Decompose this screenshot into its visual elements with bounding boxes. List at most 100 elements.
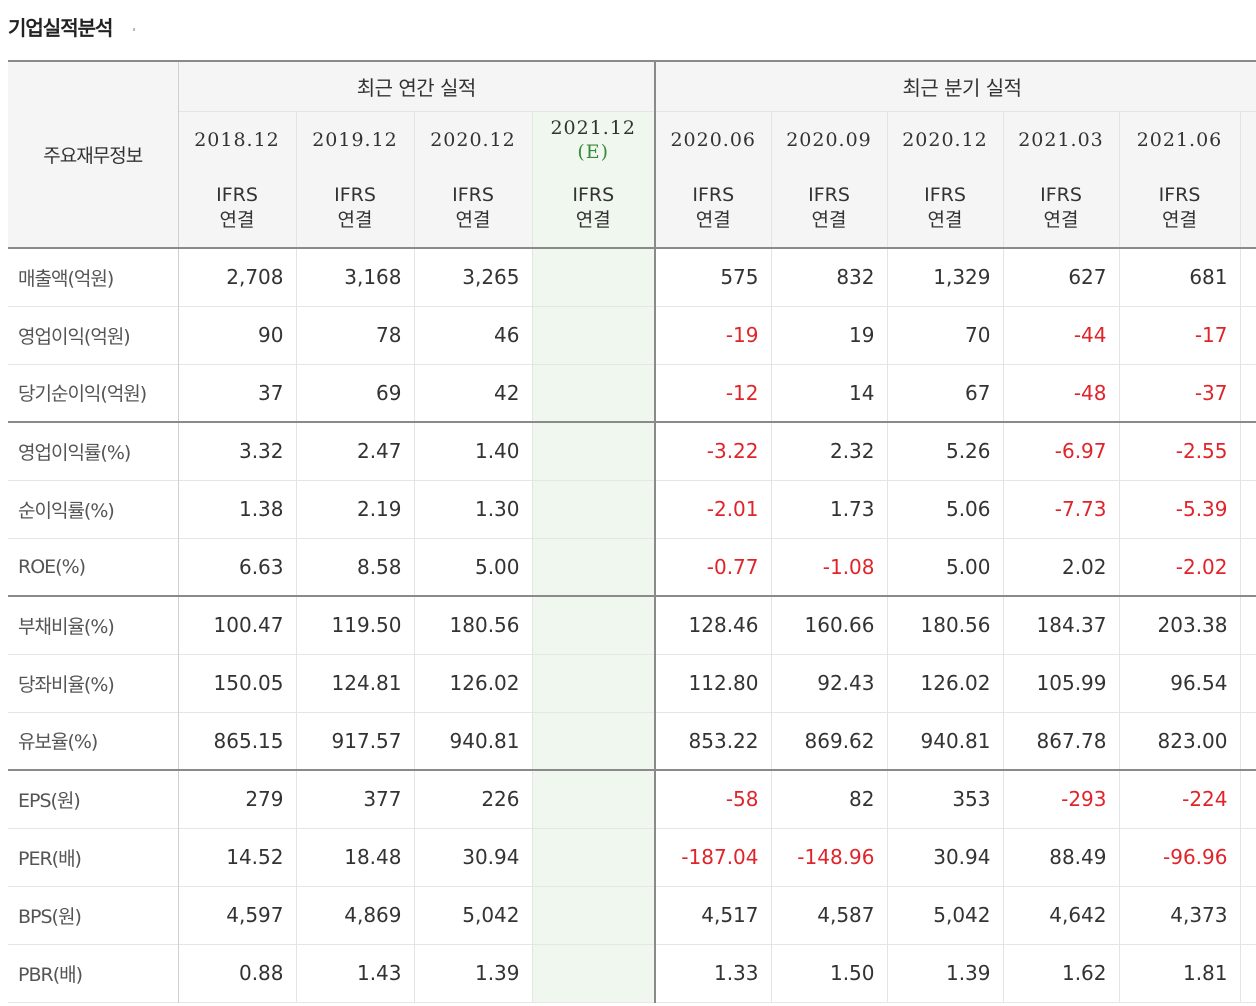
- quarter-value-cell: -0.77: [654, 538, 772, 596]
- quarter-value-cell: 5.00: [887, 538, 1004, 596]
- row-label: 영업이익(억원): [8, 306, 179, 364]
- consolidated-label: 연결: [811, 208, 847, 231]
- table-row: BPS(원) 4,597 4,869 5,042 4,517 4,587 5,042 4,64…: [8, 886, 1256, 944]
- table-row: 당좌비율(%) 150.05 124.81 126.02 112.80 92.43 126.…: [8, 654, 1256, 712]
- annual-value-cell: 180.56: [414, 596, 533, 654]
- annual-value-cell: 5,042: [414, 886, 533, 944]
- row-filler: [1240, 886, 1256, 944]
- annual-value-cell: 8.58: [296, 538, 415, 596]
- quarter-value-cell: -3.22: [654, 422, 772, 480]
- annual-group-header: 최근 연간 실적: [178, 61, 655, 112]
- consolidated-label: 연결: [695, 208, 731, 231]
- ifrs-label: IFRS: [692, 183, 735, 206]
- quarter-value-cell: 5.26: [887, 422, 1004, 480]
- annual-value-cell: 1.43: [296, 944, 415, 1002]
- quarter-value-cell: 1.33: [654, 944, 772, 1002]
- row-filler: [1240, 248, 1256, 306]
- section-title: 기업실적분석: [8, 16, 113, 40]
- annual-value-cell: 150.05: [178, 654, 297, 712]
- ifrs-label: IFRS: [572, 183, 615, 206]
- annual-value-cell: [532, 886, 656, 944]
- quarter-value-cell: 1,329: [887, 248, 1004, 306]
- quarter-value-cell: -293: [1003, 770, 1120, 828]
- quarter-value-cell: 1.73: [771, 480, 888, 538]
- annual-value-cell: [532, 364, 656, 422]
- period-header: 2020.06: [654, 111, 772, 168]
- quarter-value-cell: 30.94: [887, 828, 1004, 886]
- ifrs-basis-header: IFRS 연결: [1003, 168, 1120, 249]
- annual-value-cell: 3.32: [178, 422, 297, 480]
- quarter-value-cell: 823.00: [1119, 712, 1241, 770]
- table-row: 유보율(%) 865.15 917.57 940.81 853.22 869.62 940.…: [8, 712, 1256, 770]
- quarter-value-cell: -2.01: [654, 480, 772, 538]
- ifrs-basis-header: IFRS 연결: [1119, 168, 1241, 249]
- quarter-value-cell: 575: [654, 248, 772, 306]
- quarter-value-cell: 67: [887, 364, 1004, 422]
- quarter-value-cell: 1.50: [771, 944, 888, 1002]
- annual-value-cell: 69: [296, 364, 415, 422]
- row-filler: [1240, 364, 1256, 422]
- annual-value-cell: 5.00: [414, 538, 533, 596]
- row-label: PER(배): [8, 828, 179, 886]
- annual-value-cell: 3,168: [296, 248, 415, 306]
- quarter-value-cell: 88.49: [1003, 828, 1120, 886]
- annual-value-cell: 377: [296, 770, 415, 828]
- annual-value-cell: [532, 480, 656, 538]
- quarter-value-cell: 1.62: [1003, 944, 1120, 1002]
- quarter-value-cell: -187.04: [654, 828, 772, 886]
- quarter-value-cell: 70: [887, 306, 1004, 364]
- quarter-value-cell: 1.81: [1119, 944, 1241, 1002]
- row-filler: [1240, 480, 1256, 538]
- annual-value-cell: [532, 770, 656, 828]
- period-label: 2021.12: [550, 116, 637, 139]
- ifrs-basis-header: IFRS 연결: [654, 168, 772, 249]
- annual-value-cell: 126.02: [414, 654, 533, 712]
- ifrs-label: IFRS: [216, 183, 258, 206]
- consolidated-label: 연결: [219, 208, 255, 231]
- annual-value-cell: 2.47: [296, 422, 415, 480]
- quarter-value-cell: 14: [771, 364, 888, 422]
- row-filler: [1240, 596, 1256, 654]
- row-filler: [1240, 712, 1256, 770]
- annual-value-cell: 1.30: [414, 480, 533, 538]
- quarter-value-cell: 112.80: [654, 654, 772, 712]
- row-label: BPS(원): [8, 886, 179, 944]
- annual-value-cell: [532, 828, 656, 886]
- quarter-value-cell: 832: [771, 248, 888, 306]
- period-header: 2021.03: [1003, 111, 1120, 168]
- consolidated-label: 연결: [575, 208, 611, 231]
- ifrs-basis-header: IFRS 연결: [887, 168, 1004, 249]
- quarter-value-cell: 19: [771, 306, 888, 364]
- period-header: 2018.12: [178, 111, 297, 168]
- quarter-value-cell: -2.55: [1119, 422, 1241, 480]
- period-header: 2020.12: [887, 111, 1004, 168]
- ifrs-basis-header: IFRS 연결: [296, 168, 415, 249]
- row-label: 순이익률(%): [8, 480, 179, 538]
- table-row: 영업이익(억원) 90 78 46 -19 19 70 -44 -17: [8, 306, 1256, 364]
- row-label: 매출액(억원): [8, 248, 179, 306]
- quarter-value-cell: -7.73: [1003, 480, 1120, 538]
- row-filler: [1240, 654, 1256, 712]
- annual-value-cell: [532, 596, 656, 654]
- annual-value-cell: 1.39: [414, 944, 533, 1002]
- quarter-value-cell: 2.32: [771, 422, 888, 480]
- quarter-value-cell: 203.38: [1119, 596, 1241, 654]
- row-label: 부채비율(%): [8, 596, 179, 654]
- annual-value-cell: 865.15: [178, 712, 297, 770]
- annual-value-cell: 940.81: [414, 712, 533, 770]
- quarter-value-cell: -19: [654, 306, 772, 364]
- row-label: 영업이익률(%): [8, 422, 179, 480]
- annual-value-cell: 917.57: [296, 712, 415, 770]
- period-label: 2020.06: [670, 128, 757, 151]
- quarter-value-cell: 4,587: [771, 886, 888, 944]
- quarter-value-cell: 4,517: [654, 886, 772, 944]
- annual-value-cell: 119.50: [296, 596, 415, 654]
- quarter-value-cell: 627: [1003, 248, 1120, 306]
- annual-value-cell: 4,869: [296, 886, 415, 944]
- header-filler: [1240, 168, 1256, 249]
- quarter-value-cell: 1.39: [887, 944, 1004, 1002]
- period-header: 2021.12 (E): [532, 111, 656, 168]
- annual-value-cell: 226: [414, 770, 533, 828]
- quarter-value-cell: 160.66: [771, 596, 888, 654]
- row-label: 당좌비율(%): [8, 654, 179, 712]
